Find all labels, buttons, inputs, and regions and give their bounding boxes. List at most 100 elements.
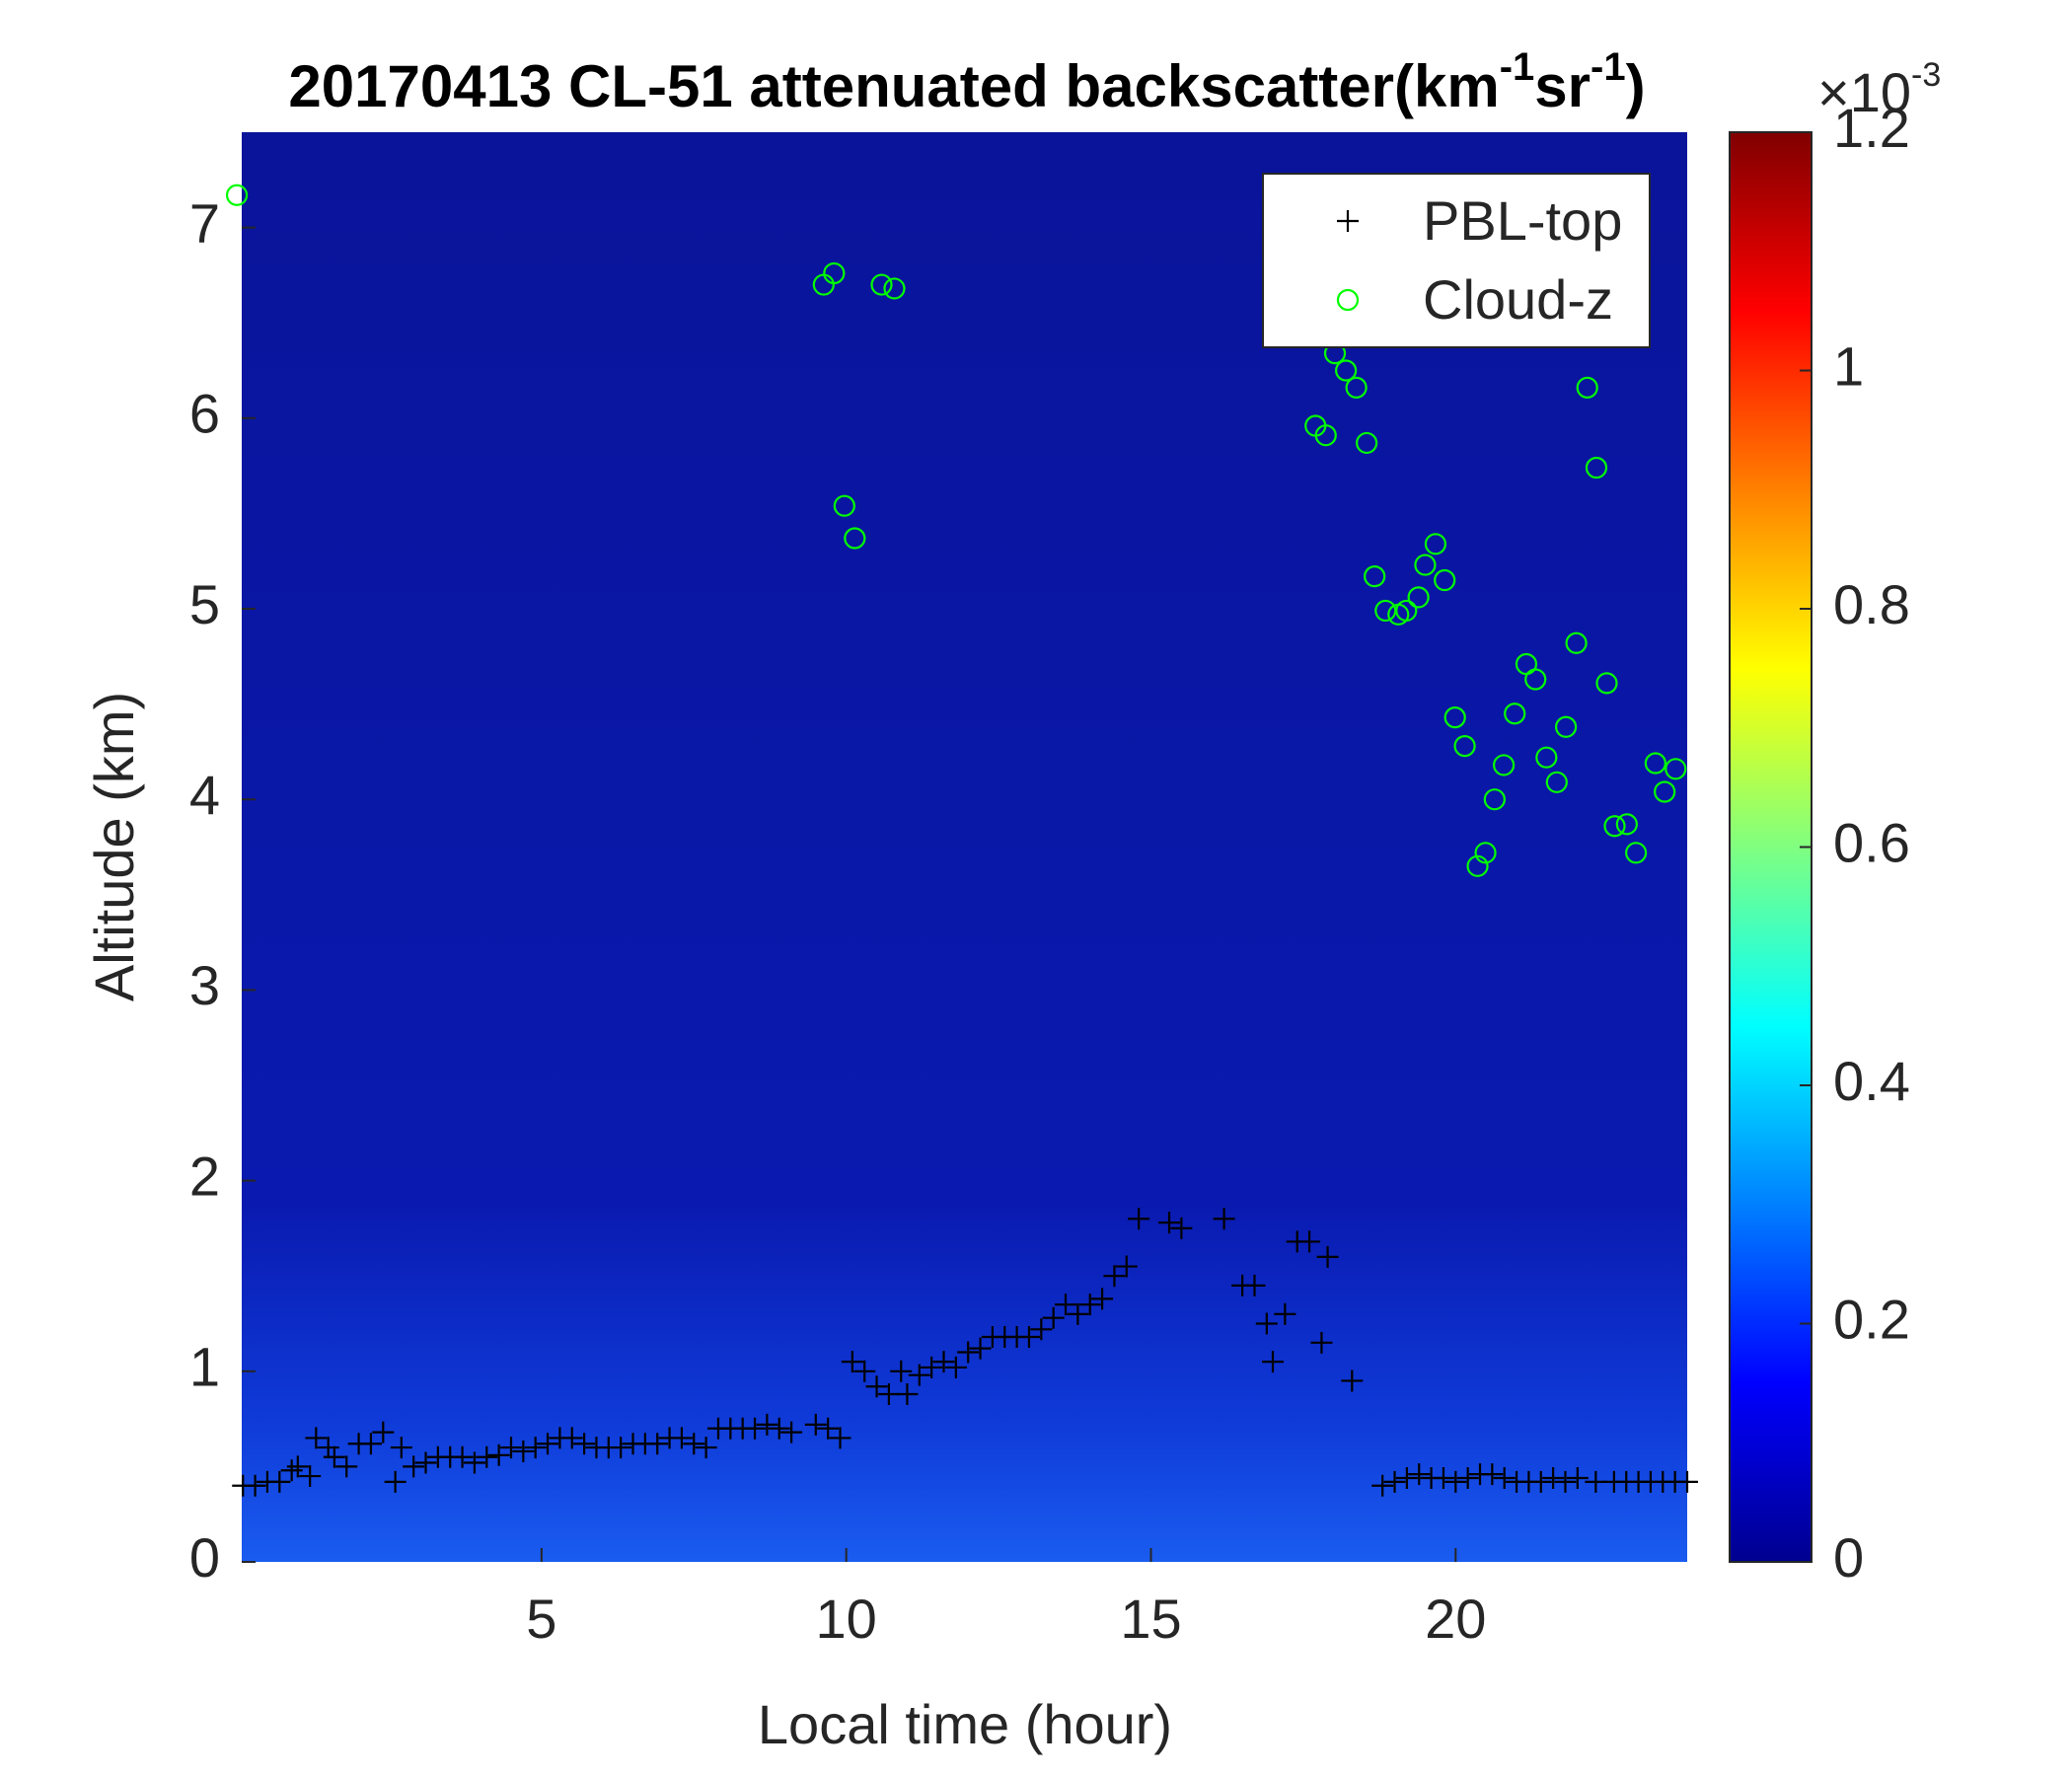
colorbar-scale: ×10-3 [1817,56,1941,123]
cloud-marker [844,527,866,550]
pbl-marker [969,1337,992,1360]
pbl-marker [1676,1470,1698,1493]
pbl-marker [268,1470,291,1493]
colorbar-tick-label: 0.4 [1833,1050,1910,1112]
cloud-marker [1654,780,1676,803]
cloud-marker [1474,842,1497,864]
pbl-marker [499,1437,522,1459]
chart-title: 20170413 CL-51 attenuated backscatter(km… [288,45,1645,119]
pbl-marker [537,1433,559,1455]
pbl-marker [1243,1274,1266,1296]
cloud-marker [1603,815,1626,838]
cloud-marker [225,184,249,206]
pbl-marker [932,1351,955,1373]
colorbar-tick-label: 0 [1833,1526,1864,1589]
pbl-marker [1055,1294,1077,1316]
pbl-marker [890,1360,913,1382]
pbl-marker [804,1413,827,1436]
pbl-marker [1371,1474,1394,1497]
pbl-marker [463,1451,485,1474]
colorbar-tick-label: 1 [1833,334,1864,397]
pbl-marker [372,1421,395,1443]
pbl-marker [390,1437,412,1459]
pbl-marker [944,1356,967,1378]
pbl-marker [280,1459,303,1482]
pbl-marker [957,1341,980,1364]
cloud-marker [1356,431,1378,455]
cloud-marker [1424,533,1447,555]
pbl-marker [921,1356,943,1378]
x-tick-label: 20 [1425,1588,1486,1650]
cloud-marker [1595,672,1618,695]
cloud-marker [1407,586,1430,609]
pbl-marker [1042,1306,1065,1329]
pbl-marker [244,1474,266,1497]
pbl-marker [1481,1463,1504,1486]
pbl-marker [1316,1245,1339,1268]
cloud-marker [823,261,846,285]
pbl-marker [512,1440,535,1462]
pbl-marker [1255,1312,1278,1335]
y-tick-label: 3 [189,954,220,1016]
cloud-marker [1535,746,1558,769]
pbl-marker [384,1470,407,1493]
legend-label: Cloud-z [1423,268,1613,331]
pbl-marker [1128,1208,1150,1230]
pbl-marker [877,1382,900,1405]
pbl-marker [646,1433,669,1455]
colorbar [1729,131,1813,1563]
pbl-marker [683,1433,705,1455]
pbl-marker [1456,1466,1479,1489]
pbl-marker [560,1427,583,1449]
title-part: ) [1626,53,1646,119]
pbl-marker [1542,1466,1565,1489]
y-axis-label: Altitude (km) [83,692,145,1001]
pbl-marker [1529,1470,1552,1493]
pbl-marker [1262,1351,1285,1373]
x-tick-label: 15 [1120,1588,1181,1650]
pbl-marker [670,1427,693,1449]
pbl-marker [403,1455,425,1478]
cloud-marker [1336,288,1360,312]
pbl-marker [299,1465,322,1488]
y-tick-label: 0 [189,1526,220,1589]
pbl-marker [853,1360,876,1382]
cloud-marker [1565,631,1588,654]
cloud-marker [1554,715,1578,738]
pbl-marker [695,1437,717,1459]
x-axis-label: Local time (hour) [758,1693,1172,1755]
pbl-marker [817,1417,840,1440]
title-part: 20170413 CL-51 attenuated backscatter(km [288,53,1499,119]
pbl-marker [305,1427,328,1449]
cloud-marker [1644,752,1666,775]
legend-box [1262,173,1651,348]
pbl-marker [841,1351,863,1373]
cloud-marker [1585,456,1608,480]
pbl-marker [1432,1466,1454,1489]
cloud-marker [1576,376,1598,399]
pbl-marker [1274,1302,1296,1325]
y-tick-label: 1 [189,1336,220,1398]
y-tick-label: 6 [189,383,220,445]
cloud-marker [1625,842,1648,864]
title-superscript: -1 [1591,45,1626,89]
pbl-marker [1298,1230,1321,1253]
pbl-marker [1067,1302,1089,1325]
pbl-marker [323,1445,345,1468]
pbl-marker [756,1413,778,1436]
pbl-marker [1103,1265,1126,1288]
cloud-marker [1314,424,1337,447]
cloud-marker [1395,599,1418,623]
pbl-marker [1030,1318,1053,1341]
pbl-marker [610,1437,632,1459]
colorbar-tick-label: 0.2 [1833,1288,1910,1350]
pbl-marker [768,1417,790,1440]
cloud-marker [870,273,893,296]
cloud-marker [1443,706,1466,729]
pbl-marker [1341,1369,1364,1392]
cloud-marker [1466,854,1489,877]
cloud-marker [1483,788,1506,811]
cloud-marker [1504,703,1526,725]
pbl-marker [1566,1466,1589,1489]
